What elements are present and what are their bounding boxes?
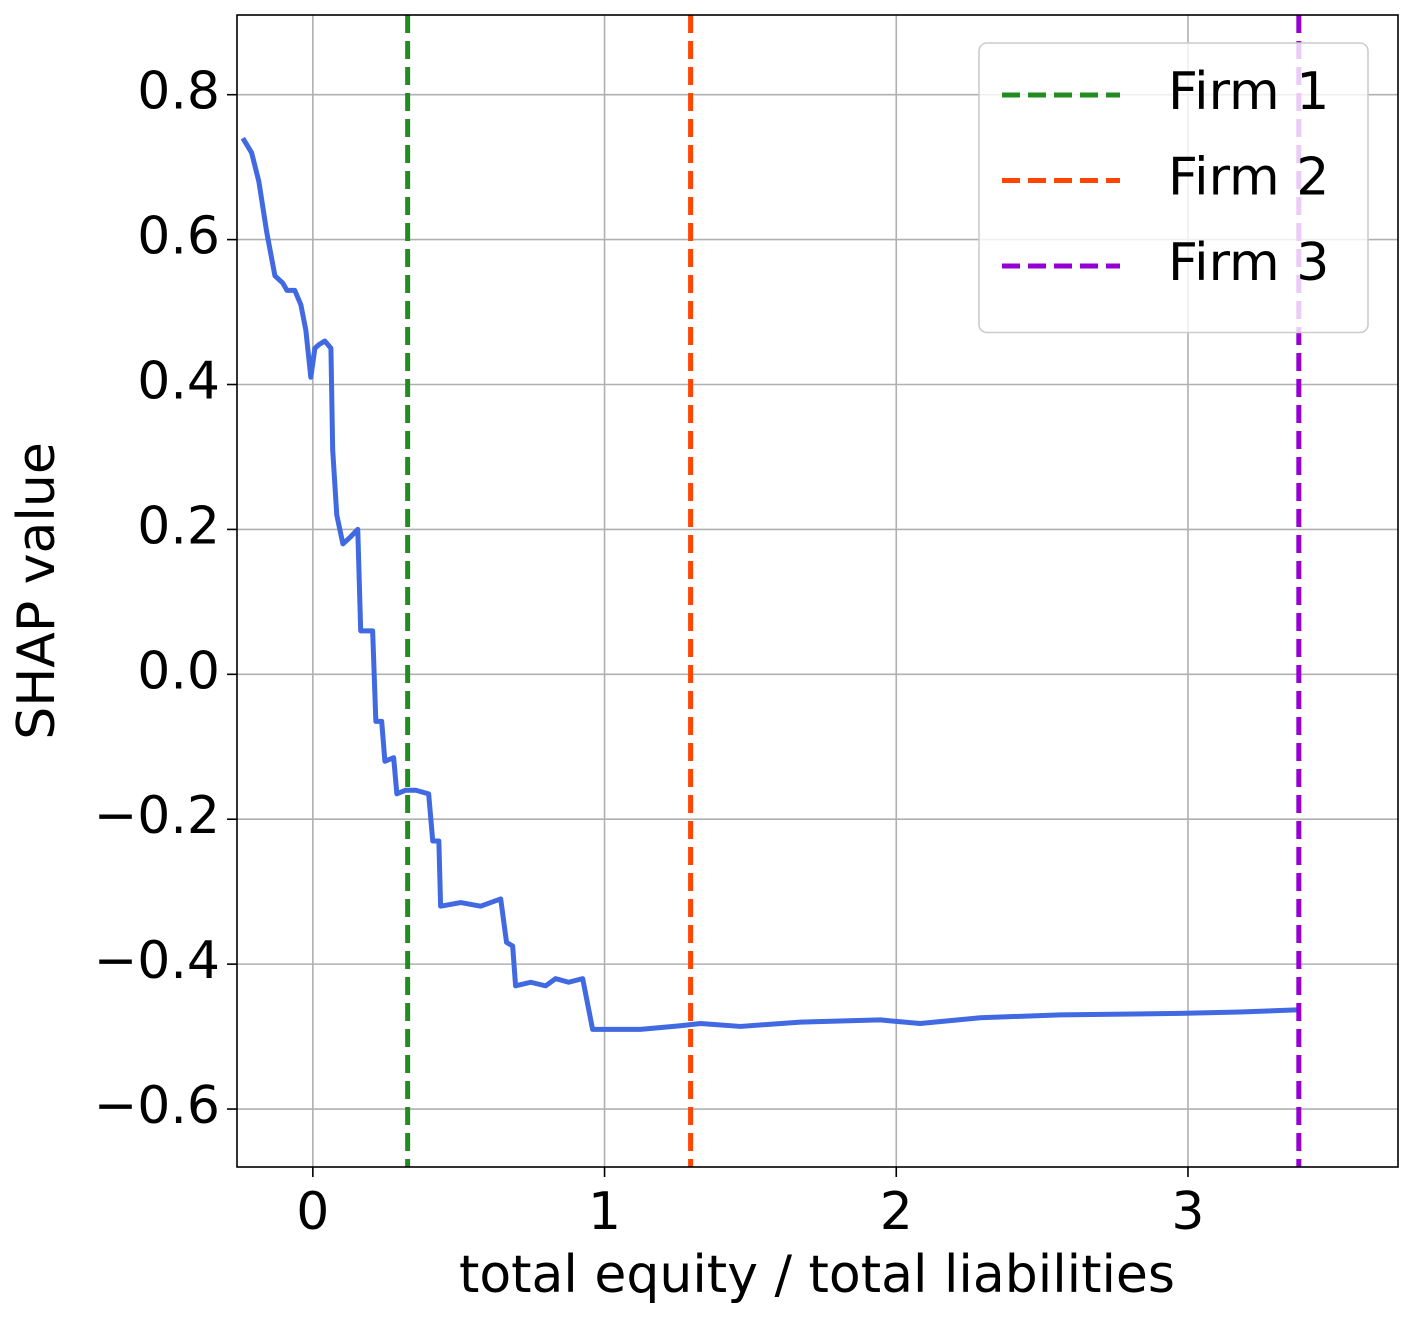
- x-tick-label: 3: [1171, 1182, 1204, 1242]
- plot-frame: [236, 14, 1399, 1168]
- legend-label: Firm 1: [1168, 62, 1329, 122]
- legend-label: Firm 3: [1168, 233, 1329, 293]
- x-tick-label: 0: [296, 1182, 329, 1242]
- y-tick-label: −0.6: [94, 1076, 220, 1136]
- y-tick-label: −0.4: [94, 931, 220, 991]
- x-axis-label: total equity / total liabilities: [459, 1245, 1175, 1305]
- x-tick-label: 2: [880, 1182, 913, 1242]
- x-tick-label: 1: [588, 1182, 621, 1242]
- y-tick-label: 0.8: [137, 62, 220, 122]
- y-tick-label: −0.2: [94, 786, 220, 846]
- data-line: [240, 136, 1301, 1032]
- y-tick-label: 0.0: [137, 641, 220, 701]
- legend-label: Firm 2: [1168, 148, 1329, 208]
- y-tick-label: 0.4: [137, 352, 220, 412]
- legend-box: [978, 42, 1369, 334]
- y-tick-label: 0.2: [137, 496, 220, 556]
- y-tick-label: 0.6: [137, 207, 220, 267]
- y-axis-label: SHAP value: [7, 442, 67, 740]
